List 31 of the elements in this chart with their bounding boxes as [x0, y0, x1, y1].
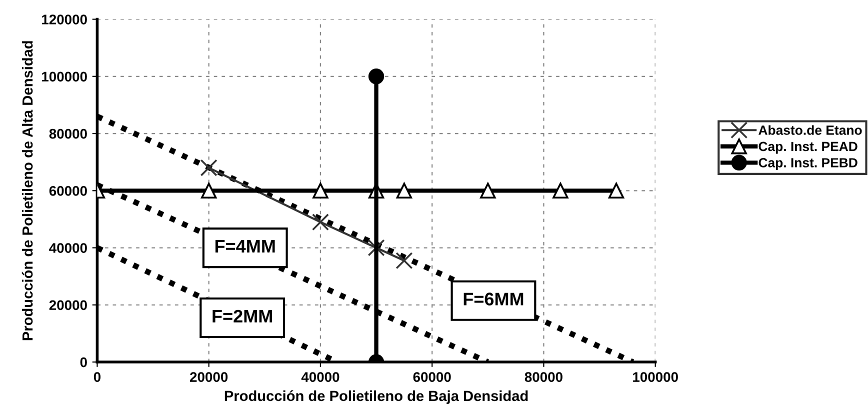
x-axis-title: Producción de Polietileno de Baja Densidad — [224, 390, 528, 404]
point — [200, 159, 218, 176]
annotation: F=6MM — [464, 292, 524, 306]
point — [396, 182, 412, 198]
point — [312, 214, 330, 231]
y-tick-label: 120000 — [42, 14, 87, 24]
annotation: F=2MM — [212, 310, 272, 322]
y-tick-label: 40000 — [49, 243, 87, 253]
point — [552, 182, 568, 198]
legend-label: Cap. Inst. PEAD — [758, 142, 858, 154]
x-tick-label: 0 — [94, 372, 101, 382]
annotation: F=4MM — [215, 240, 275, 252]
x-tick-label: 40000 — [301, 372, 340, 382]
x-tick-label: 100000 — [633, 372, 678, 382]
y-tick-label: 0 — [80, 357, 87, 368]
point — [396, 252, 413, 270]
y-tick-label: 100000 — [42, 72, 87, 82]
point — [200, 182, 217, 198]
y-axis-title: Producción de Polietileno de Alta Densidad — [22, 41, 33, 340]
x-tick-label: 80000 — [524, 372, 562, 382]
point — [368, 68, 384, 84]
point — [608, 182, 624, 198]
legend-label: Cap. Inst. PEBD — [758, 158, 858, 170]
y-tick-label: 60000 — [49, 186, 87, 196]
x-tick-label: 60000 — [413, 372, 451, 382]
point — [480, 182, 496, 198]
y-tick-label: 20000 — [49, 300, 87, 310]
y-tick-label: 80000 — [49, 128, 87, 139]
legend-label: Abasto.de Etano — [758, 125, 862, 135]
point — [312, 182, 328, 198]
x-tick-label: 20000 — [190, 372, 228, 382]
